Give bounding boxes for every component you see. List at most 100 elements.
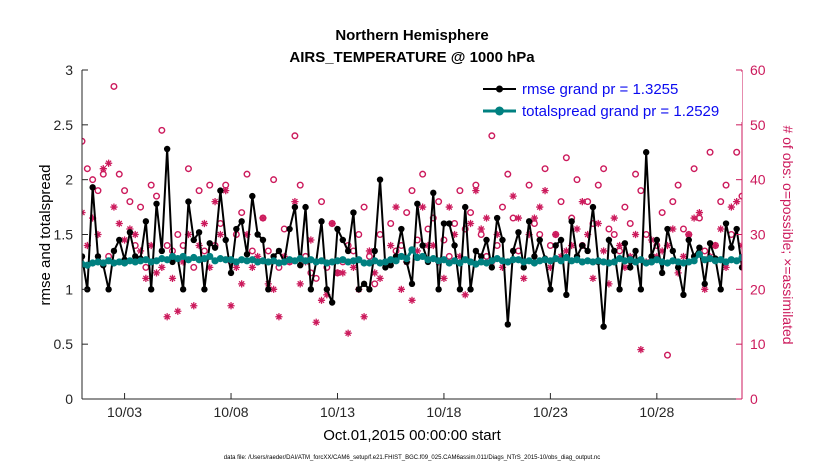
obs-possible-marker xyxy=(738,192,742,200)
rmse-marker xyxy=(328,299,336,306)
obs-possible-marker xyxy=(663,351,671,359)
obs-possible-marker xyxy=(89,176,97,184)
spread-marker xyxy=(403,255,411,263)
rmse-marker xyxy=(456,286,464,293)
rmse-marker xyxy=(286,225,293,233)
obs-assimilated-marker xyxy=(722,263,730,271)
rmse-marker xyxy=(254,231,261,238)
obs-assimilated-marker xyxy=(445,203,453,211)
rmse-marker xyxy=(467,286,474,293)
obs-possible-marker xyxy=(541,165,549,173)
rmse-marker xyxy=(233,225,240,233)
x-tick-label: 10/03 xyxy=(107,404,142,420)
rmse-marker xyxy=(132,253,139,260)
x-axis-label: Oct.01,2015 00:00:00 start xyxy=(323,427,501,444)
obs-assimilated-marker xyxy=(163,313,171,321)
obs-possible-marker xyxy=(626,220,634,228)
obs-assimilated-marker xyxy=(717,225,725,233)
obs-assimilated-marker xyxy=(493,230,501,239)
obs-assimilated-marker xyxy=(296,280,304,288)
rmse-marker xyxy=(446,220,453,227)
rmse-marker xyxy=(621,240,629,247)
obs-assimilated-marker xyxy=(663,241,672,250)
obs-possible-marker xyxy=(83,165,91,173)
chart-subtitle: AIRS_TEMPERATURE @ 1000 hPa xyxy=(289,49,535,66)
obs-assimilated-marker xyxy=(105,159,113,167)
obs-possible-marker xyxy=(318,198,326,206)
rmse-marker xyxy=(493,214,501,222)
obs-assimilated-marker xyxy=(371,269,379,277)
obs-possible-marker xyxy=(387,220,395,228)
obs-assimilated-marker xyxy=(727,203,735,211)
rmse-marker xyxy=(169,258,176,266)
rmse-marker xyxy=(371,247,378,255)
rmse-marker xyxy=(674,264,682,271)
rmse-marker xyxy=(722,220,730,227)
rmse-marker xyxy=(605,236,613,244)
obs-possible-marker xyxy=(594,181,602,189)
y-tick-label-right: 50 xyxy=(750,117,766,133)
obs-assimilated-marker xyxy=(690,214,698,222)
rmse-marker xyxy=(195,229,203,236)
rmse-marker xyxy=(382,264,389,271)
x-tick-label: 10/08 xyxy=(214,404,249,420)
obs-possible-marker xyxy=(701,247,709,255)
rmse-marker xyxy=(616,286,623,293)
obs-possible-marker xyxy=(82,137,86,145)
obs-assimilated-marker xyxy=(456,252,464,261)
obs-assimilated-marker xyxy=(509,192,517,200)
spread-marker xyxy=(163,256,171,264)
obs-possible-marker xyxy=(610,230,618,238)
obs-assimilated-marker xyxy=(211,198,219,206)
rmse-marker xyxy=(430,189,437,197)
rmse-marker xyxy=(419,242,426,249)
obs-possible-marker xyxy=(467,209,475,217)
obs-possible-marker xyxy=(706,148,714,156)
obs-assimilated-marker xyxy=(557,252,565,261)
rmse-marker xyxy=(94,253,102,260)
obs-assimilated-marker xyxy=(344,329,352,337)
rmse-marker xyxy=(632,247,639,255)
rmse-marker xyxy=(685,236,692,244)
obs-assimilated-marker xyxy=(674,269,682,277)
obs-possible-marker xyxy=(690,165,698,173)
legend-spread-label: totalspread grand pr = 1.2529 xyxy=(522,103,719,120)
obs-assimilated-marker xyxy=(419,203,427,211)
rmse-marker xyxy=(611,247,618,255)
y-tick-label: 2.5 xyxy=(54,117,74,133)
obs-possible-marker xyxy=(435,198,443,206)
rmse-marker xyxy=(366,286,373,293)
obs-possible-marker xyxy=(238,209,246,217)
obs-assimilated-marker xyxy=(339,269,347,277)
obs-assimilated-marker xyxy=(142,274,150,282)
obs-assimilated-marker xyxy=(387,241,395,250)
rmse-marker xyxy=(265,286,272,293)
rmse-marker xyxy=(275,247,283,255)
obs-assimilated-marker xyxy=(733,198,741,206)
obs-assimilated-marker xyxy=(174,307,182,315)
obs-assimilated-marker xyxy=(216,230,224,239)
rmse-marker xyxy=(653,236,661,244)
rmse-marker xyxy=(153,200,160,207)
obs-assimilated-marker xyxy=(669,225,677,233)
spread-marker xyxy=(355,256,363,264)
rmse-marker xyxy=(627,264,634,271)
obs-assimilated-marker xyxy=(365,247,374,255)
obs-possible-marker xyxy=(504,170,512,178)
rmse-marker xyxy=(105,286,112,293)
obs-assimilated-marker xyxy=(440,274,448,282)
spread-marker xyxy=(562,253,570,262)
rmse-marker xyxy=(680,291,687,299)
obs-possible-marker xyxy=(525,181,533,189)
obs-assimilated-marker xyxy=(115,219,123,228)
obs-assimilated-marker xyxy=(243,230,251,239)
chart-title: Northern Hemisphere xyxy=(335,27,488,44)
obs-assimilated-marker xyxy=(658,247,666,255)
rmse-marker xyxy=(499,236,506,244)
y-tick-label: 0.5 xyxy=(54,336,74,352)
rmse-marker xyxy=(717,286,724,293)
obs-assimilated-marker xyxy=(695,208,704,217)
obs-assimilated-marker xyxy=(562,247,570,255)
rmse-marker xyxy=(515,229,522,236)
